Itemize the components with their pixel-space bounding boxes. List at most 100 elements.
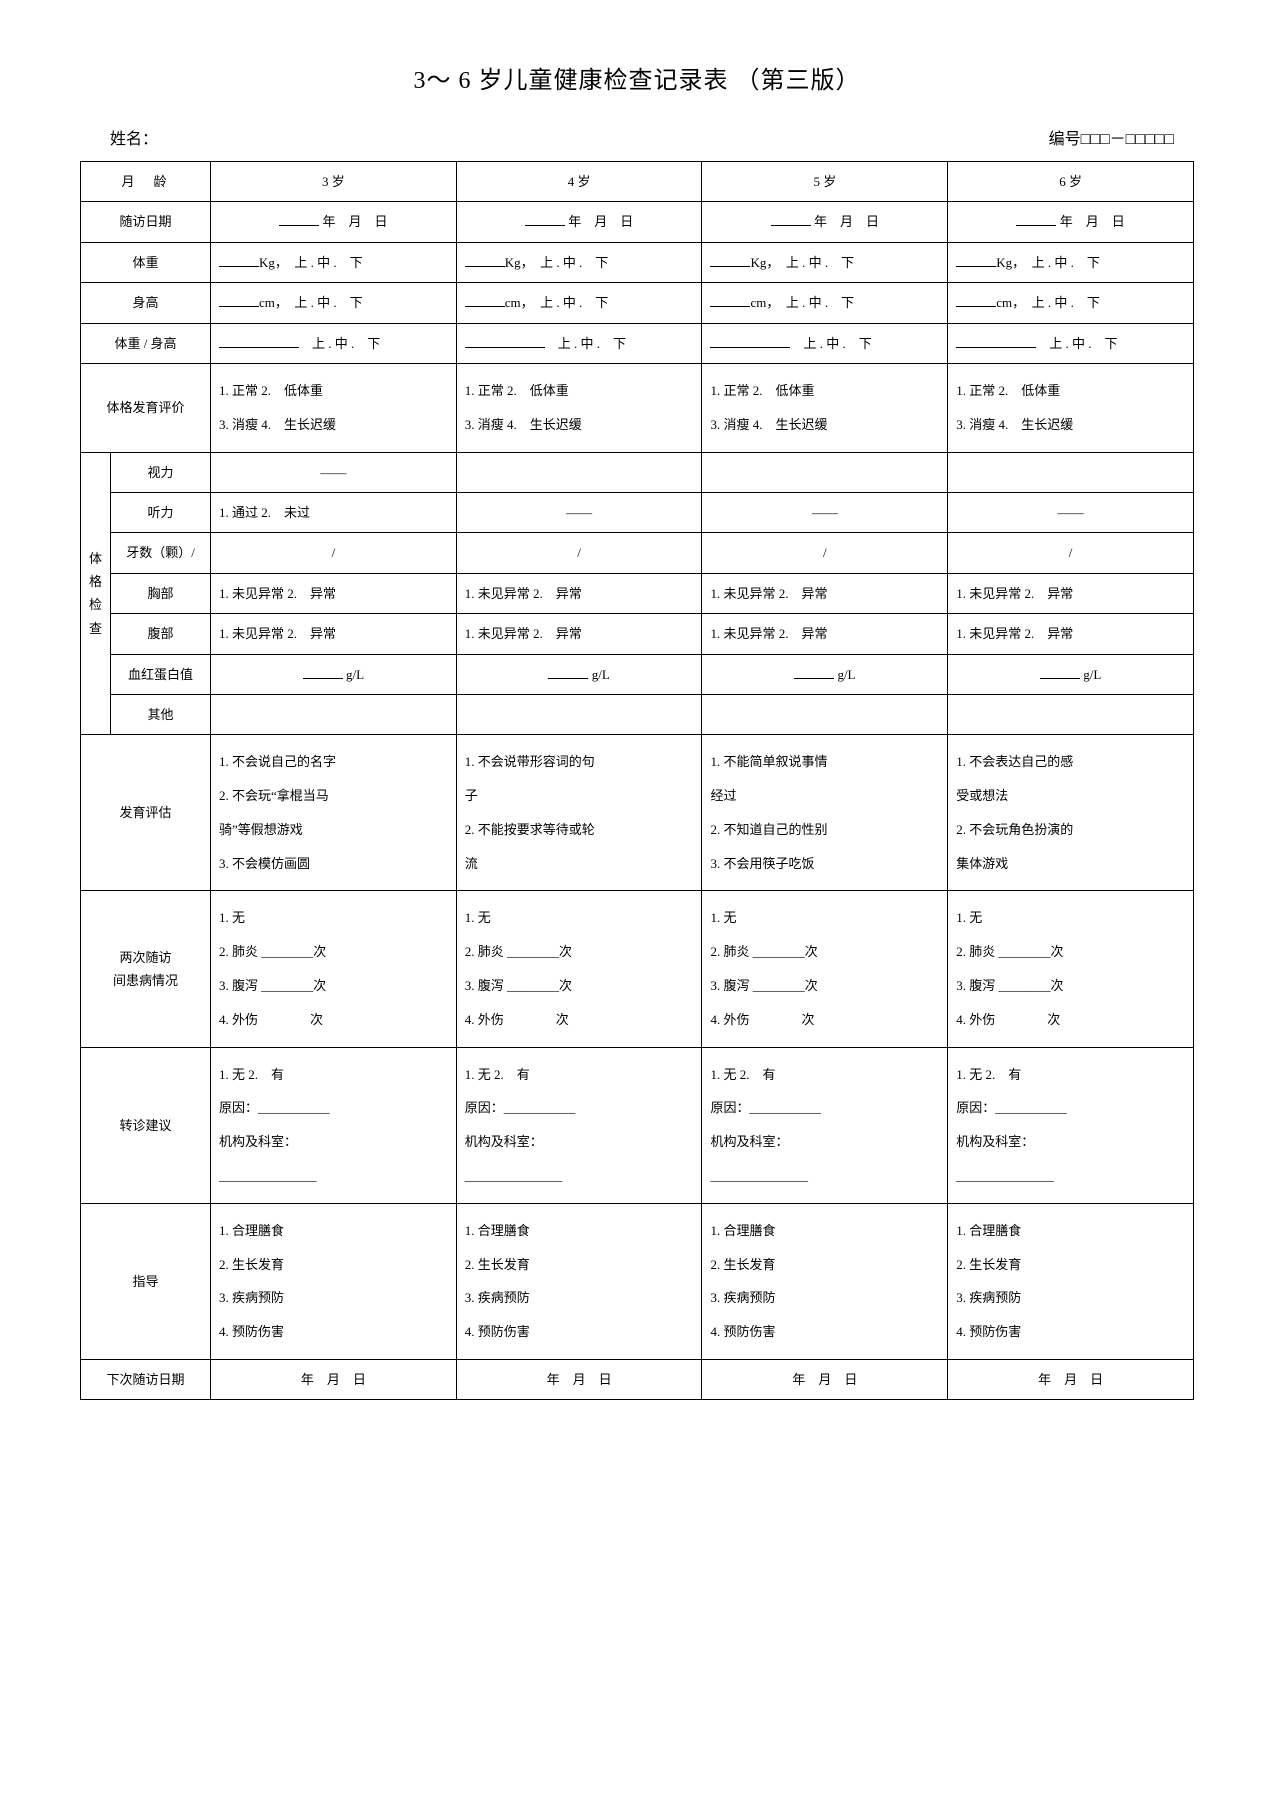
label-dev-assess: 发育评估 [81,735,211,891]
label-physique-eval: 体格发育评价 [81,363,211,452]
vision-cell: —— [211,452,457,492]
row-visit-date: 随访日期 年 月 日 年 月 日 年 月 日 年 月 日 [81,202,1194,242]
teeth-cell: / [948,533,1194,573]
referral-cell: 1. 无 2. 有原因：___________机构及科室：___________… [702,1047,948,1203]
guidance-cell: 1. 合理膳食2. 生长发育3. 疾病预防4. 预防伤害 [456,1203,702,1359]
dev-assess-cell: 1. 不能简单叙说事情经过2. 不知道自己的性别3. 不会用筷子吃饭 [702,735,948,891]
visit-date-cell: 年 月 日 [211,202,457,242]
hemoglobin-cell: g/L [456,654,702,694]
name-label: 姓名： [80,125,158,149]
guidance-cell: 1. 合理膳食2. 生长发育3. 疾病预防4. 预防伤害 [702,1203,948,1359]
height-cell: cm， 上 . 中 . 下 [702,283,948,323]
label-abdomen: 腹部 [111,614,211,654]
label-visit-date: 随访日期 [81,202,211,242]
row-guidance: 指导 1. 合理膳食2. 生长发育3. 疾病预防4. 预防伤害 1. 合理膳食2… [81,1203,1194,1359]
dev-assess-cell: 1. 不会表达自己的感受或想法2. 不会玩角色扮演的集体游戏 [948,735,1194,891]
other-cell [948,694,1194,734]
row-referral: 转诊建议 1. 无 2. 有原因：___________机构及科室：______… [81,1047,1194,1203]
referral-cell: 1. 无 2. 有原因：___________机构及科室：___________… [948,1047,1194,1203]
row-age: 月 龄 3 岁 4 岁 5 岁 6 岁 [81,162,1194,202]
label-next-visit: 下次随访日期 [81,1360,211,1400]
row-physique-eval: 体格发育评价 1. 正常 2. 低体重3. 消瘦 4. 生长迟缓 1. 正常 2… [81,363,1194,452]
row-other: 其他 [81,694,1194,734]
weight-cell: Kg， 上 . 中 . 下 [456,242,702,282]
label-guidance: 指导 [81,1203,211,1359]
row-teeth: 牙数（颗）/ / / / / [81,533,1194,573]
teeth-cell: / [702,533,948,573]
page-title: 3～ 6 岁儿童健康检查记录表 （第三版） [80,60,1194,95]
age-5: 5 岁 [702,162,948,202]
row-chest: 胸部 1. 未见异常 2. 异常 1. 未见异常 2. 异常 1. 未见异常 2… [81,573,1194,613]
vision-cell [948,452,1194,492]
dev-assess-cell: 1. 不会说带形容词的句子2. 不能按要求等待或轮流 [456,735,702,891]
row-vision: 体格检查 视力 —— [81,452,1194,492]
row-hemoglobin: 血红蛋白值 g/L g/L g/L g/L [81,654,1194,694]
hemoglobin-cell: g/L [702,654,948,694]
illness-cell: 1. 无2. 肺炎 ________次3. 腹泻 ________次4. 外伤 … [948,891,1194,1047]
label-teeth: 牙数（颗）/ [111,533,211,573]
illness-cell: 1. 无2. 肺炎 ________次3. 腹泻 ________次4. 外伤 … [456,891,702,1047]
label-hemoglobin: 血红蛋白值 [111,654,211,694]
visit-date-cell: 年 月 日 [456,202,702,242]
chest-cell: 1. 未见异常 2. 异常 [211,573,457,613]
next-visit-cell: 年 月 日 [702,1360,948,1400]
dev-assess-cell: 1. 不会说自己的名字2. 不会玩“拿棍当马骑”等假想游戏3. 不会模仿画圆 [211,735,457,891]
physique-eval-cell: 1. 正常 2. 低体重3. 消瘦 4. 生长迟缓 [456,363,702,452]
ratio-cell: 上 . 中 . 下 [948,323,1194,363]
hearing-cell: —— [948,492,1194,532]
next-visit-cell: 年 月 日 [456,1360,702,1400]
exam-group-label: 体格检查 [81,452,111,735]
physique-eval-cell: 1. 正常 2. 低体重3. 消瘦 4. 生长迟缓 [211,363,457,452]
ratio-cell: 上 . 中 . 下 [456,323,702,363]
guidance-cell: 1. 合理膳食2. 生长发育3. 疾病预防4. 预防伤害 [211,1203,457,1359]
referral-cell: 1. 无 2. 有原因：___________机构及科室：___________… [456,1047,702,1203]
height-cell: cm， 上 . 中 . 下 [456,283,702,323]
next-visit-cell: 年 月 日 [211,1360,457,1400]
physique-eval-cell: 1. 正常 2. 低体重3. 消瘦 4. 生长迟缓 [702,363,948,452]
chest-cell: 1. 未见异常 2. 异常 [456,573,702,613]
guidance-cell: 1. 合理膳食2. 生长发育3. 疾病预防4. 预防伤害 [948,1203,1194,1359]
label-referral: 转诊建议 [81,1047,211,1203]
row-weight: 体重 Kg， 上 . 中 . 下 Kg， 上 . 中 . 下 Kg， 上 . 中… [81,242,1194,282]
visit-date-cell: 年 月 日 [948,202,1194,242]
row-next-visit: 下次随访日期 年 月 日 年 月 日 年 月 日 年 月 日 [81,1360,1194,1400]
age-6: 6 岁 [948,162,1194,202]
label-chest: 胸部 [111,573,211,613]
abdomen-cell: 1. 未见异常 2. 异常 [702,614,948,654]
hemoglobin-cell: g/L [948,654,1194,694]
label-other: 其他 [111,694,211,734]
label-age: 月 龄 [81,162,211,202]
row-ratio: 体重 / 身高 上 . 中 . 下 上 . 中 . 下 上 . 中 . 下 上 … [81,323,1194,363]
hearing-cell: —— [456,492,702,532]
row-illness: 两次随访间患病情况 1. 无2. 肺炎 ________次3. 腹泻 _____… [81,891,1194,1047]
chest-cell: 1. 未见异常 2. 异常 [948,573,1194,613]
label-illness: 两次随访间患病情况 [81,891,211,1047]
vision-cell [456,452,702,492]
age-3: 3 岁 [211,162,457,202]
label-vision: 视力 [111,452,211,492]
weight-cell: Kg， 上 . 中 . 下 [211,242,457,282]
label-height: 身高 [81,283,211,323]
label-weight: 体重 [81,242,211,282]
abdomen-cell: 1. 未见异常 2. 异常 [948,614,1194,654]
number-label: 编号□□□－□□□□□ [1049,125,1194,149]
hemoglobin-cell: g/L [211,654,457,694]
illness-cell: 1. 无2. 肺炎 ________次3. 腹泻 ________次4. 外伤 … [211,891,457,1047]
label-hearing: 听力 [111,492,211,532]
other-cell [211,694,457,734]
visit-date-cell: 年 月 日 [702,202,948,242]
referral-cell: 1. 无 2. 有原因：___________机构及科室：___________… [211,1047,457,1203]
height-cell: cm， 上 . 中 . 下 [948,283,1194,323]
vision-cell [702,452,948,492]
ratio-cell: 上 . 中 . 下 [702,323,948,363]
age-4: 4 岁 [456,162,702,202]
teeth-cell: / [456,533,702,573]
header-row: 姓名： 编号□□□－□□□□□ [80,125,1194,149]
physique-eval-cell: 1. 正常 2. 低体重3. 消瘦 4. 生长迟缓 [948,363,1194,452]
label-ratio: 体重 / 身高 [81,323,211,363]
illness-cell: 1. 无2. 肺炎 ________次3. 腹泻 ________次4. 外伤 … [702,891,948,1047]
row-hearing: 听力 1. 通过 2. 未过 —— —— —— [81,492,1194,532]
next-visit-cell: 年 月 日 [948,1360,1194,1400]
hearing-cell: —— [702,492,948,532]
hearing-cell: 1. 通过 2. 未过 [211,492,457,532]
